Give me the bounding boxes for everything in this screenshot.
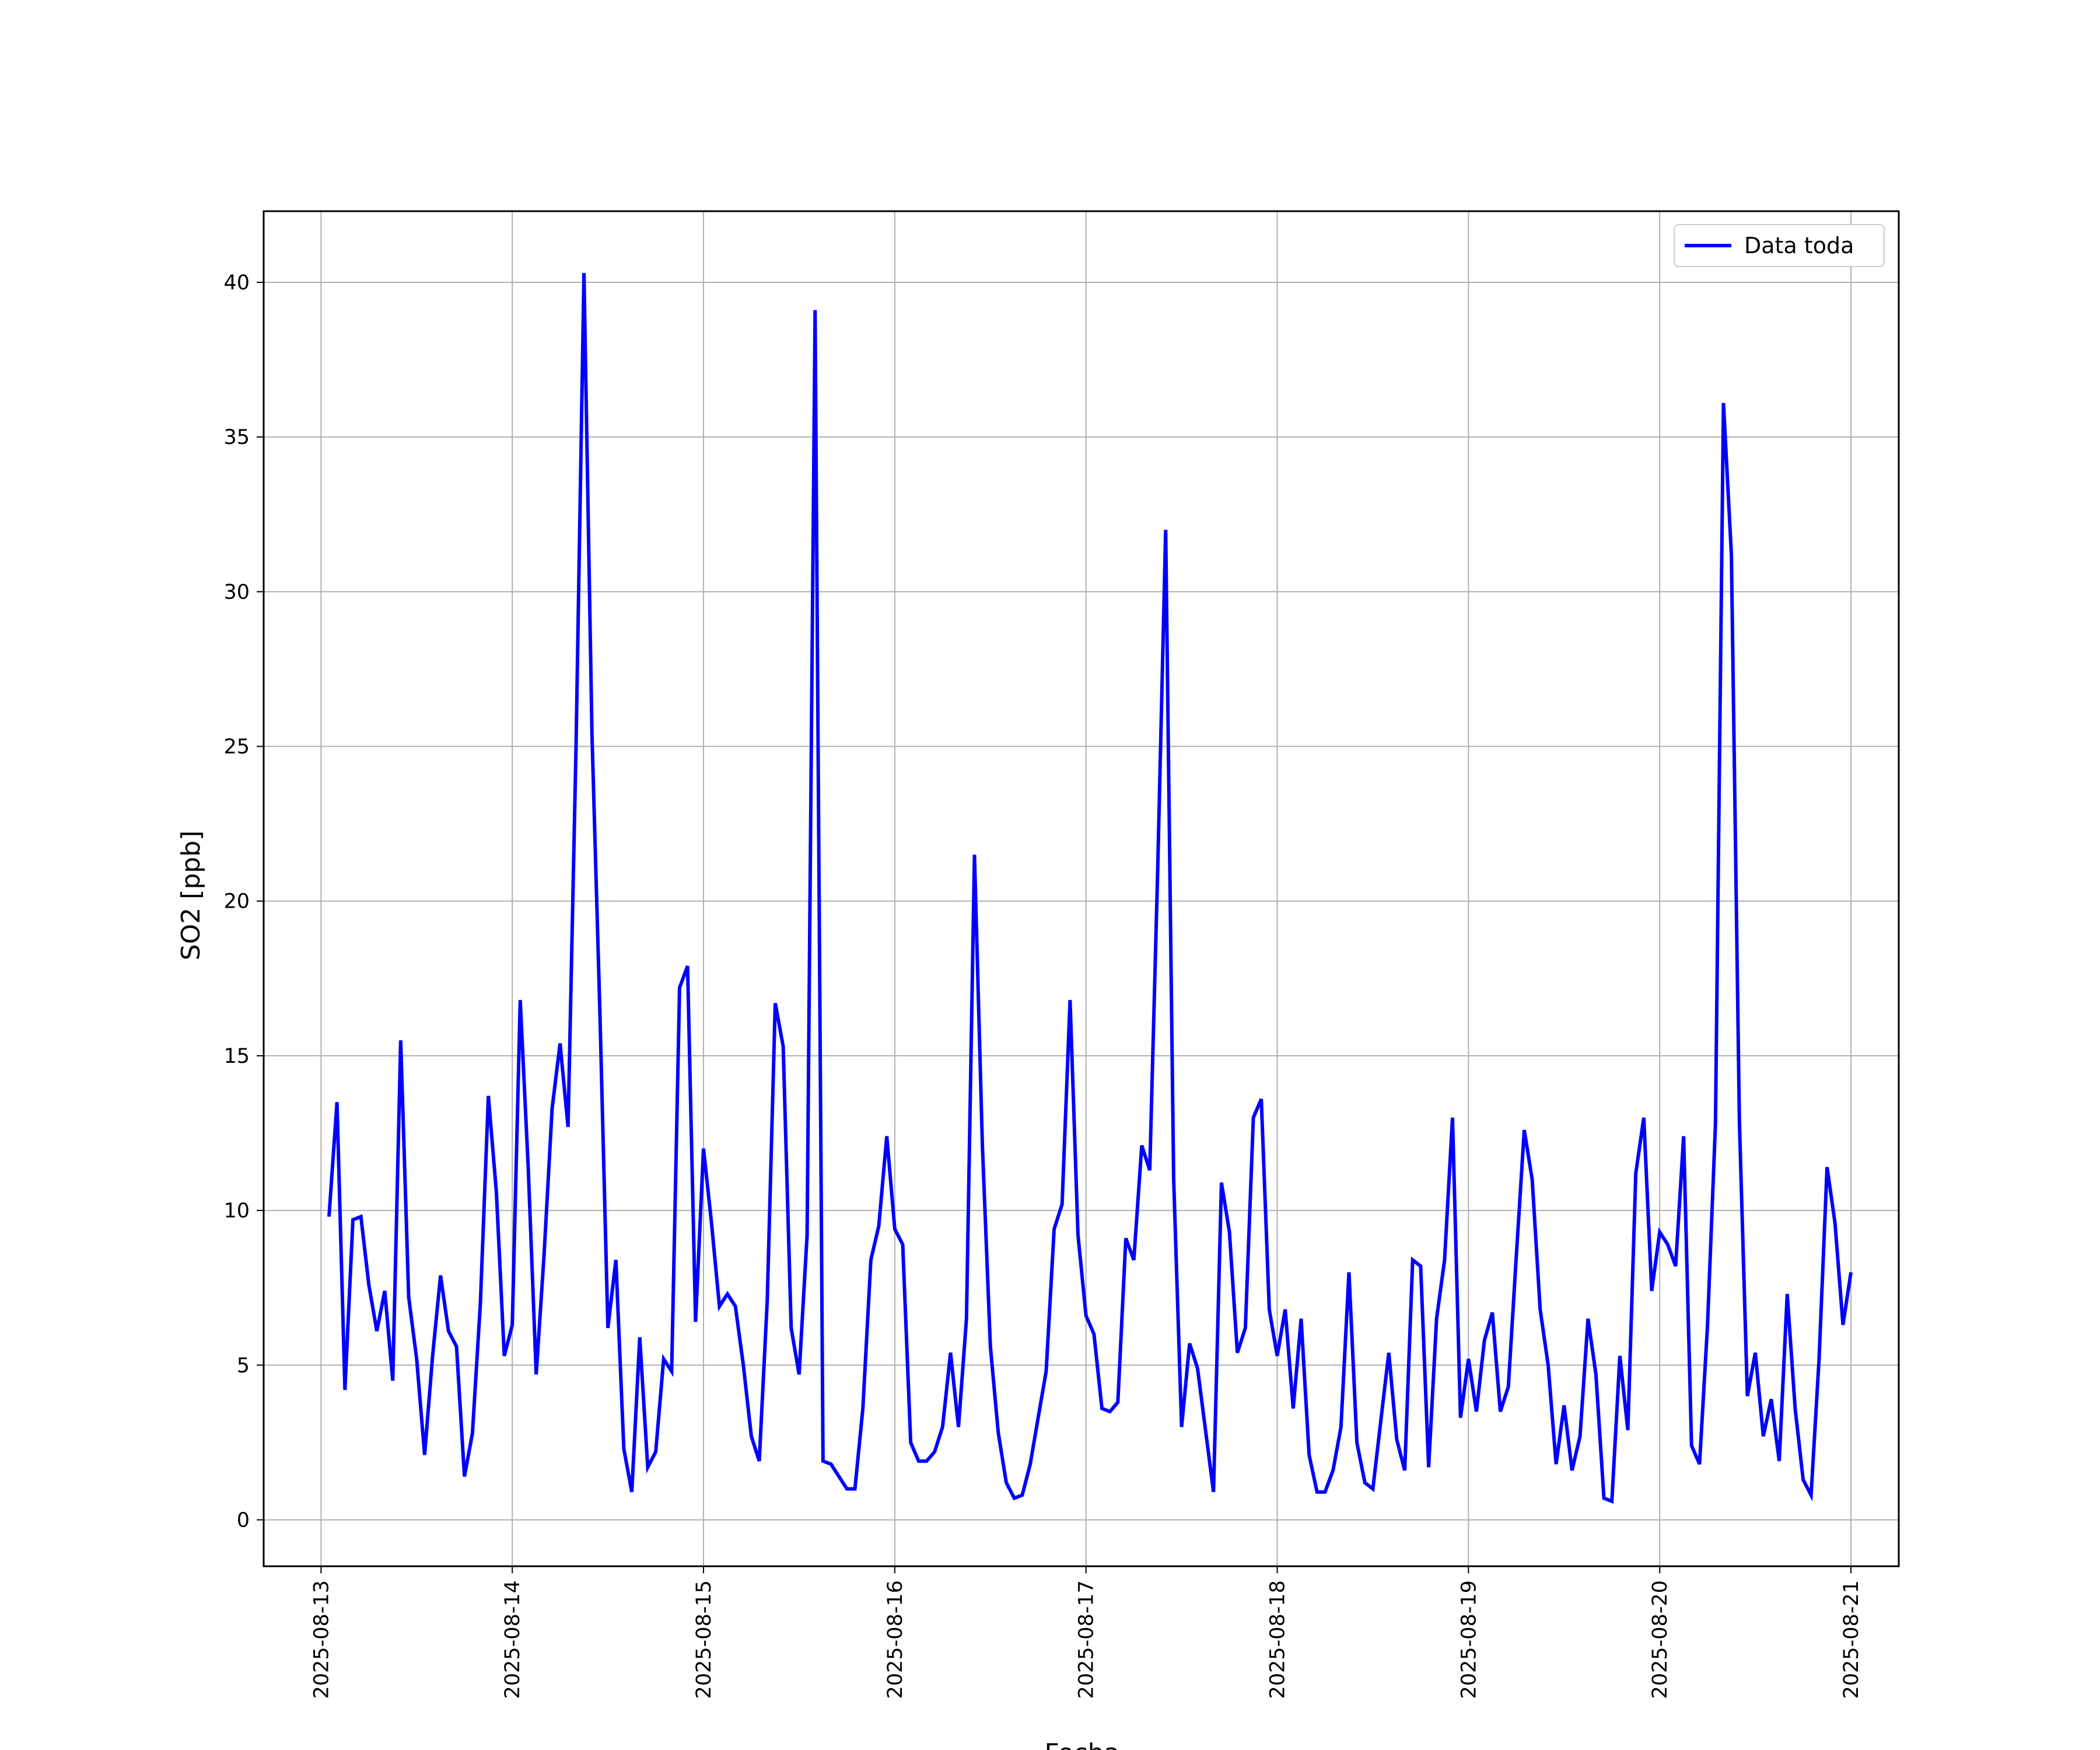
y-tick-label: 20 <box>223 890 250 914</box>
series-line <box>327 273 1853 1504</box>
y-tick-label: 25 <box>223 736 250 759</box>
x-tick-label: 2025-08-17 <box>1075 1580 1098 1699</box>
x-tick-label: 2025-08-16 <box>884 1580 907 1699</box>
x-tick-label: 2025-08-13 <box>310 1580 333 1699</box>
x-axis: 2025-08-13 2025-08-14 2025-08-15 2025-08-16… <box>310 1566 1863 1699</box>
y-axis-title: SO2 [ppb] <box>176 831 206 961</box>
y-tick-label: 15 <box>223 1045 250 1068</box>
x-axis-title: Fecha <box>1044 1738 1119 1750</box>
x-tick-label: 2025-08-19 <box>1457 1580 1480 1699</box>
y-tick-label: 10 <box>223 1199 250 1223</box>
plot-frame <box>262 210 1900 1567</box>
y-tick-label: 35 <box>223 426 250 449</box>
x-tick-label: 2025-08-18 <box>1266 1580 1290 1699</box>
y-tick-label: 30 <box>223 580 250 604</box>
legend-label: Data toda <box>1744 233 1854 258</box>
y-axis: 0 5 10 15 20 25 30 35 40 <box>223 271 264 1532</box>
grid <box>264 211 1899 1566</box>
series-layer <box>327 273 1853 1504</box>
x-tick-label: 2025-08-20 <box>1648 1580 1672 1699</box>
y-tick-label: 5 <box>237 1354 250 1377</box>
y-tick-label: 40 <box>223 271 250 295</box>
legend: Data toda <box>1674 224 1885 267</box>
legend-frame <box>1674 224 1885 267</box>
x-tick-label: 2025-08-21 <box>1840 1580 1863 1699</box>
x-tick-label: 2025-08-14 <box>501 1580 524 1699</box>
x-tick-label: 2025-08-15 <box>692 1580 716 1699</box>
y-tick-label: 0 <box>237 1508 250 1532</box>
